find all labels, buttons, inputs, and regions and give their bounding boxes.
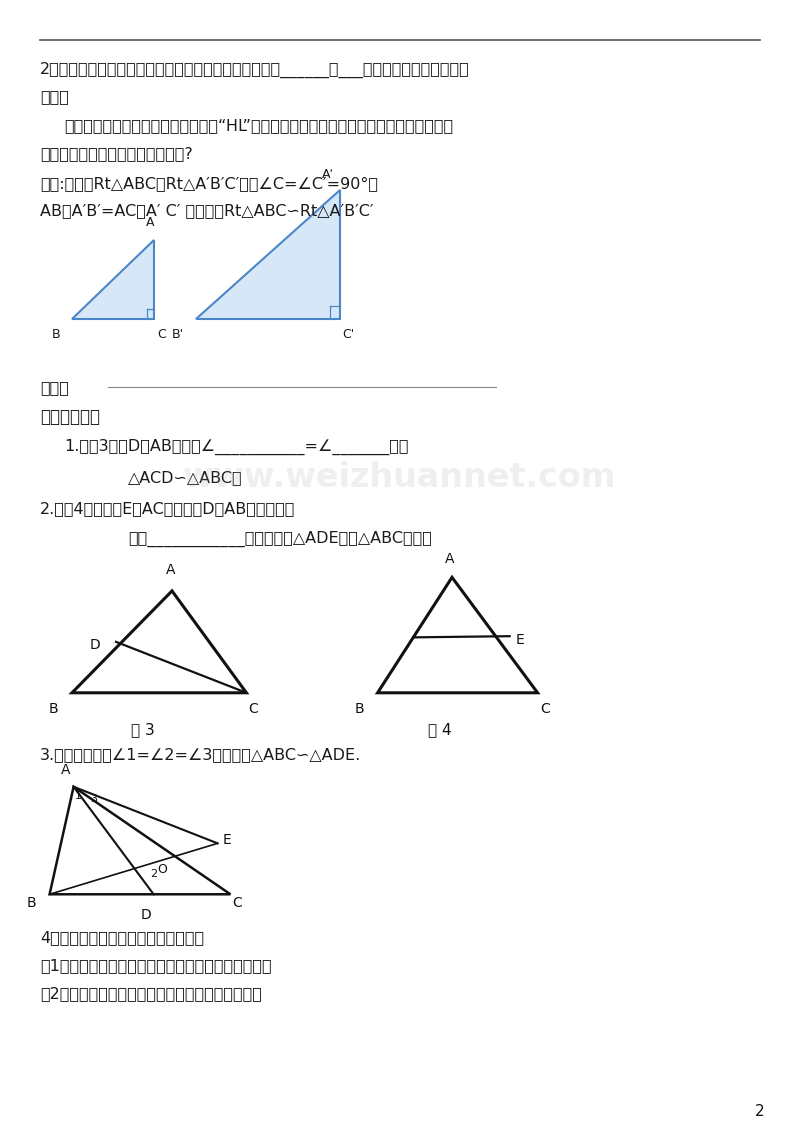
Text: C': C': [342, 328, 354, 341]
Text: 2.如图4，已知点E在AC上，若点D在AB上，则满足: 2.如图4，已知点E在AC上，若点D在AB上，则满足: [40, 500, 295, 516]
Text: B: B: [49, 702, 58, 715]
Text: www.weizhuannet.com: www.weizhuannet.com: [183, 461, 617, 495]
Text: 2: 2: [755, 1104, 765, 1120]
Text: 图 3: 图 3: [130, 722, 154, 737]
Text: E: E: [516, 633, 525, 646]
Text: △ACD∽△ABC。: △ACD∽△ABC。: [128, 470, 242, 486]
Text: 1: 1: [75, 791, 82, 800]
Text: 四．反馈练习: 四．反馈练习: [40, 408, 100, 426]
Text: （1）有一个锐角相等的两直角三角形是相似三角形；: （1）有一个锐角相等的两直角三角形是相似三角形；: [40, 958, 272, 974]
Text: C: C: [157, 328, 166, 341]
Text: 对于两个直角三角形，我们还可以用“HL”判定它们全等。那么，满足斜边的比等于一组直: 对于两个直角三角形，我们还可以用“HL”判定它们全等。那么，满足斜边的比等于一组…: [64, 118, 453, 134]
Text: A: A: [61, 763, 70, 777]
Polygon shape: [72, 240, 154, 319]
Text: 相似．: 相似．: [40, 88, 69, 104]
Text: D: D: [90, 638, 101, 652]
Text: A: A: [166, 564, 175, 577]
Text: AB：A′B′=AC：A′ C′ ．求证：Rt△ABC∽Rt△A′B′C′: AB：A′B′=AC：A′ C′ ．求证：Rt△ABC∽Rt△A′B′C′: [40, 203, 374, 218]
Text: B: B: [51, 328, 60, 341]
Text: C: C: [232, 897, 242, 910]
Text: 2: 2: [150, 869, 157, 878]
Text: 图 4: 图 4: [428, 722, 452, 737]
Text: 3.已知：如图，∠1=∠2=∠3，求证：△ABC∽△ADE.: 3.已知：如图，∠1=∠2=∠3，求证：△ABC∽△ADE.: [40, 747, 362, 763]
Text: E: E: [222, 833, 231, 847]
Text: 条件____________，就可以使△ADE与原△ABC相似。: 条件____________，就可以使△ADE与原△ABC相似。: [128, 531, 432, 547]
Text: O: O: [158, 863, 167, 875]
Text: 2．由三角形相似的条件可知，如果两个直角三角形满足______或___，那么这两个直角三角形: 2．由三角形相似的条件可知，如果两个直角三角形满足______或___，那么这两…: [40, 62, 470, 78]
Text: A: A: [445, 552, 454, 566]
Text: 3: 3: [90, 795, 98, 804]
Text: C: C: [540, 702, 550, 715]
Text: B: B: [26, 897, 36, 910]
Text: B: B: [354, 702, 364, 715]
Text: 结论：: 结论：: [40, 379, 69, 395]
Text: （2）有一个角相等的两等腰三角形是相似三角形．: （2）有一个角相等的两等腰三角形是相似三角形．: [40, 986, 262, 1002]
Text: 4．下列说法是否正确，并说明理由．: 4．下列说法是否正确，并说明理由．: [40, 929, 204, 945]
Text: D: D: [141, 908, 152, 921]
Text: B': B': [172, 328, 184, 341]
Text: 1.如图3，点D在AB上，当∠___________=∠_______时，: 1.如图3，点D在AB上，当∠___________=∠_______时，: [64, 439, 409, 455]
Text: A: A: [146, 216, 154, 229]
Text: C: C: [248, 702, 258, 715]
Text: A': A': [322, 169, 334, 181]
Polygon shape: [196, 190, 340, 319]
Text: 已知:如图，Rt△ABC与Rt△A′B′C′中，∠C=∠C′=90°，: 已知:如图，Rt△ABC与Rt△A′B′C′中，∠C=∠C′=90°，: [40, 175, 378, 191]
Text: 角边的比的两个直角三角形相似吗?: 角边的比的两个直角三角形相似吗?: [40, 146, 193, 162]
